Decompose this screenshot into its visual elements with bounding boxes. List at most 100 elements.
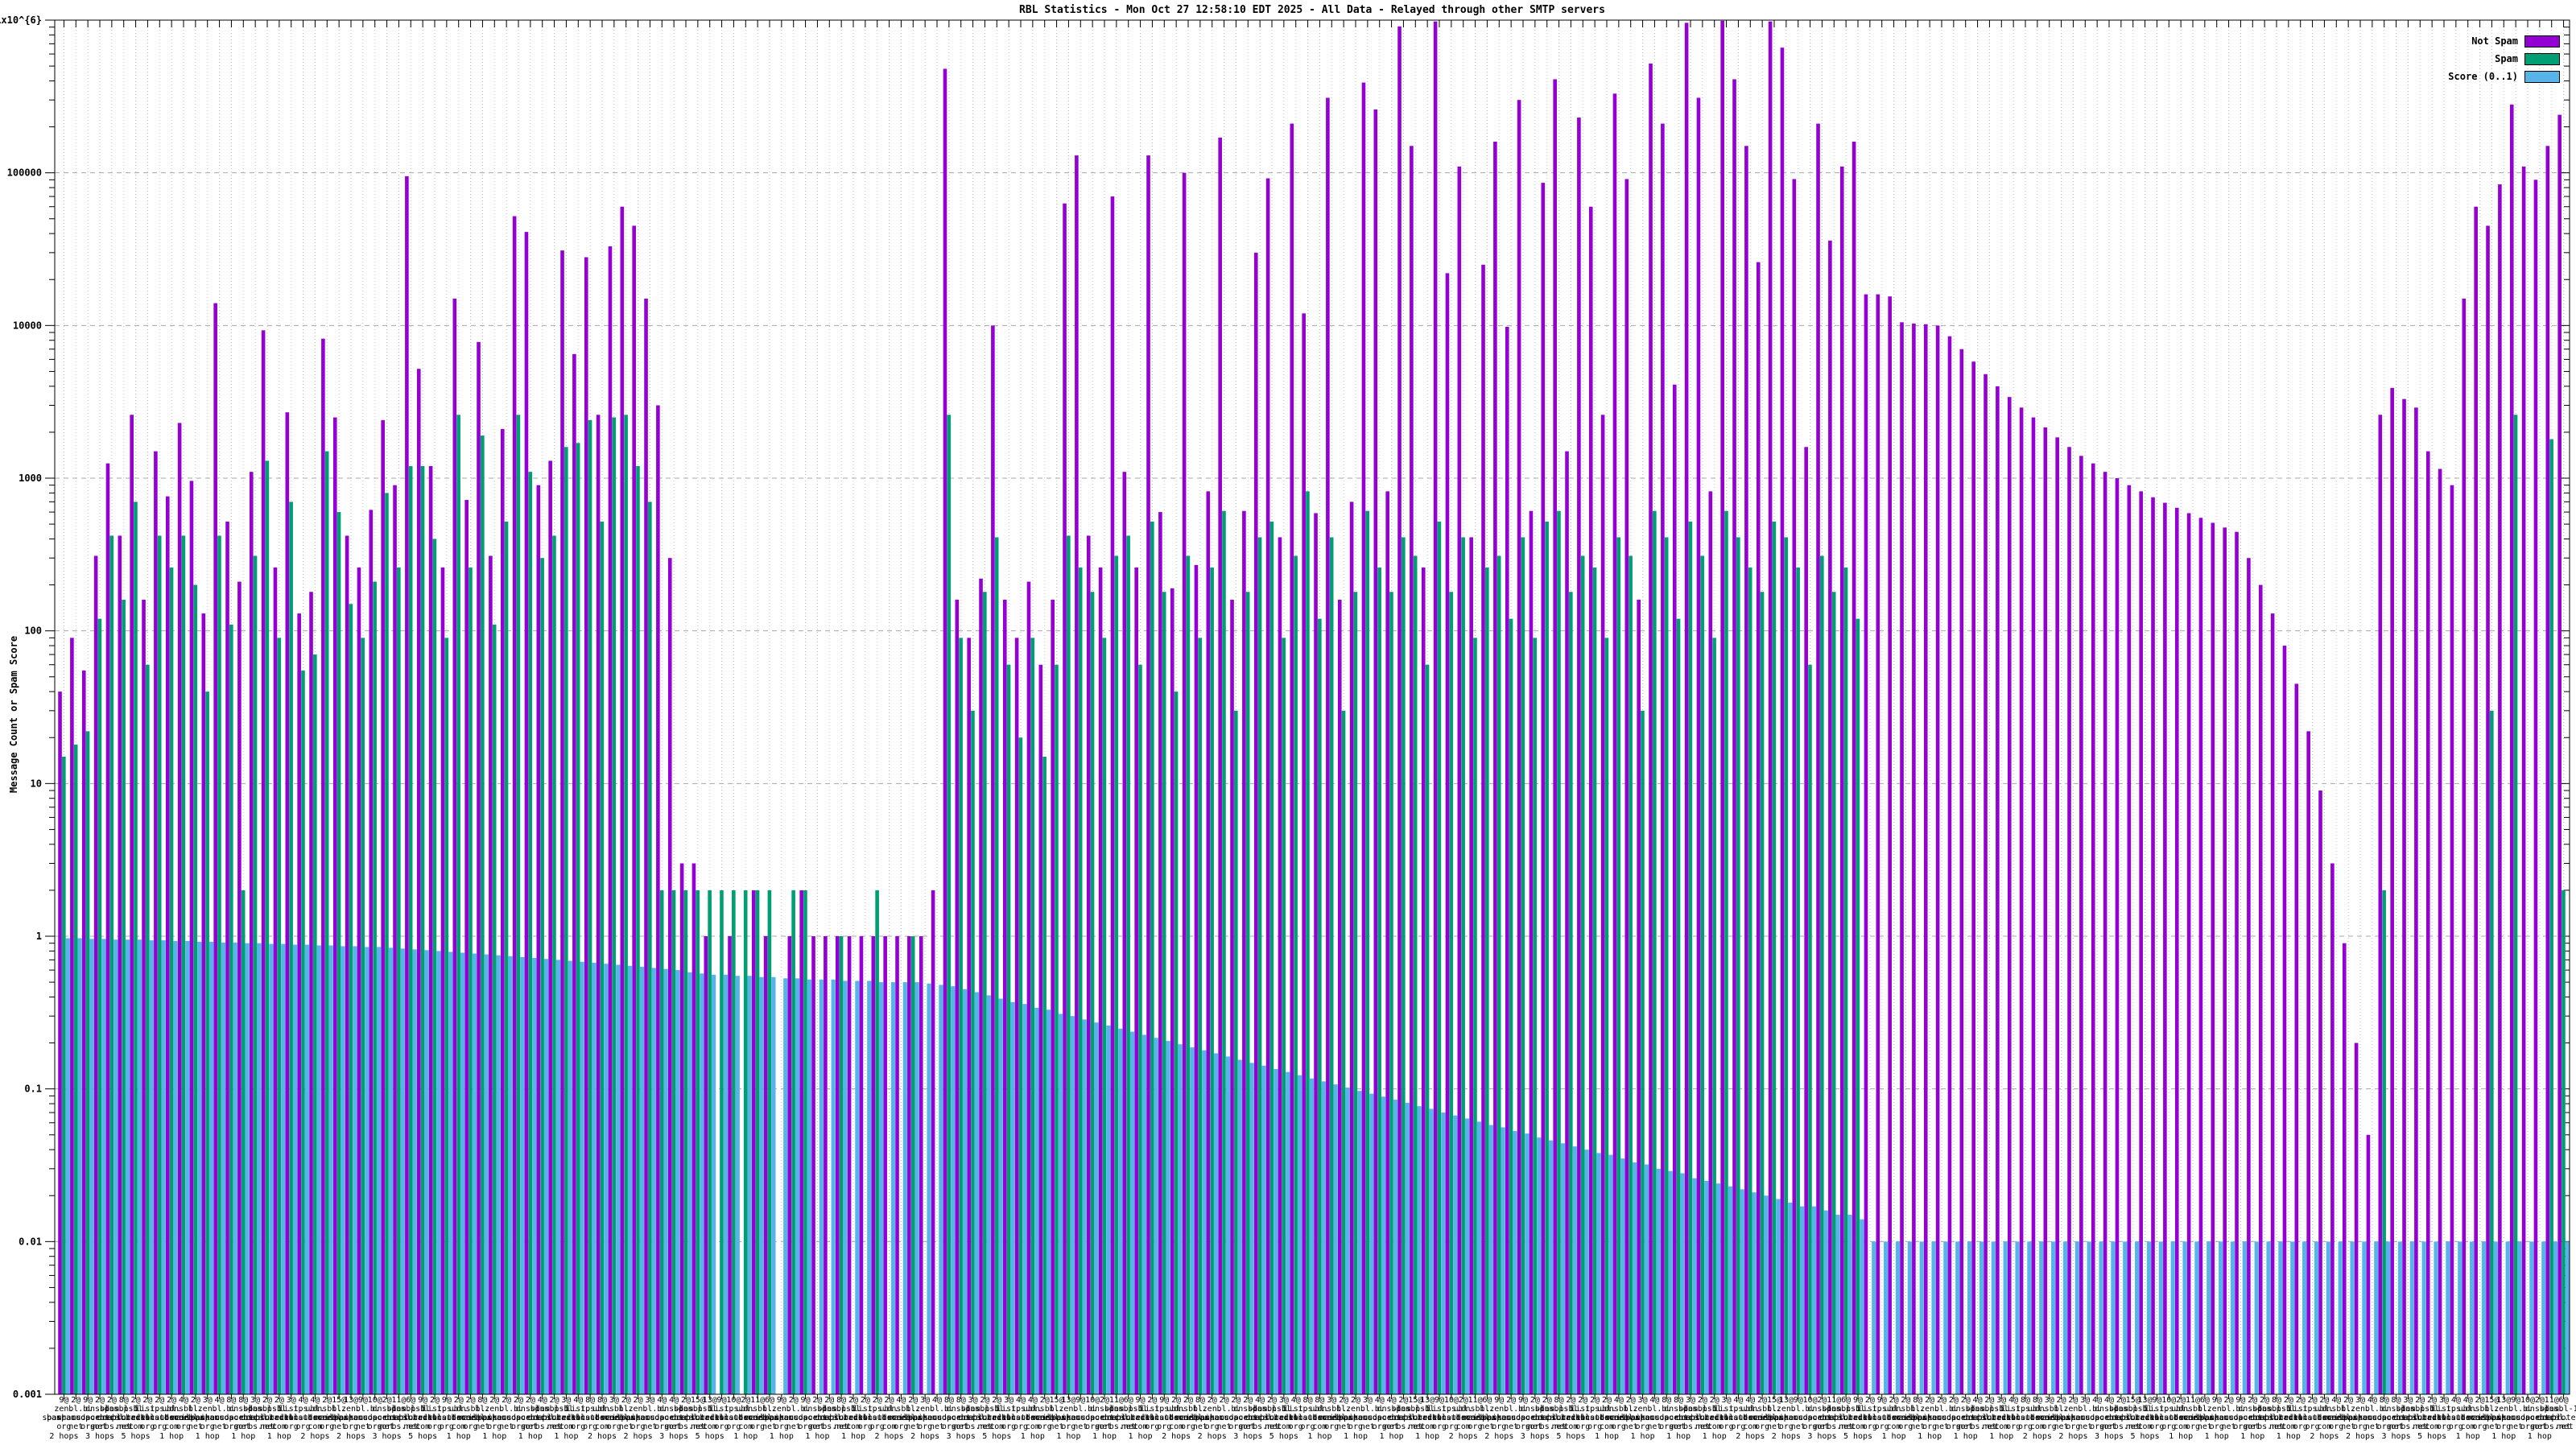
bar-score [2027,1241,2032,1394]
bar-not-spam [560,250,564,1394]
x-tick-label: zen. [2207,1405,2227,1414]
bar-score [1357,1091,1362,1394]
x-tick-label: spam. [1822,1405,1846,1414]
bar-spam [456,415,460,1394]
x-tick-label: bl. [2341,1405,2355,1414]
x-tick-label: dnsbl. [600,1405,629,1414]
x-tick-label: list. [710,1405,734,1414]
x-tick-label: net [2365,1422,2380,1431]
bar-not-spam [1888,296,1892,1394]
x-tick-label: list. [1571,1405,1595,1414]
bar-spam [2513,415,2518,1394]
x-tick-label: ubl. [2458,1405,2478,1414]
x-tick-label: backscatterer. [1992,1414,2059,1422]
x-tick-label: 2@ [262,1396,272,1405]
bar-score [484,954,489,1394]
x-tick-label: sorbs.net [1812,1422,1856,1431]
bar-spam [1496,555,1501,1395]
x-tick-label: com [1563,1422,1578,1431]
x-tick-label: 4@ [538,1396,547,1405]
bar-score [1955,1241,1960,1394]
bar-spam [73,744,78,1394]
x-tick-label: spamhaus. [616,1414,659,1422]
x-tick-label: dnsbl. [229,1405,258,1414]
bar-not-spam [1421,567,1426,1394]
x-tick-label: mailspike. [889,1414,937,1422]
bar-score [914,982,919,1394]
x-tick-label: sorbs. [85,1414,114,1422]
bar-score [2015,1241,2020,1394]
x-tick-label: 1 hop [1307,1432,1331,1441]
x-tick-label: dnsbl-1. [679,1405,717,1414]
bar-not-spam [1302,313,1306,1394]
bar-not-spam [2091,463,2095,1394]
x-tick-label: 2@ [1698,1396,1707,1405]
x-tick-label: spamcop. [774,1414,813,1422]
bar-spam [1760,592,1765,1394]
bar-score [1644,1164,1649,1394]
x-tick-label: 8@ [1662,1396,1671,1405]
x-tick-label: 5 hops [1556,1432,1585,1441]
x-tick-label: 2@ [322,1396,332,1405]
bar-score [1321,1081,1326,1394]
x-tick-label: barracudacentral. [47,1414,129,1422]
x-tick-label: b. [1518,1405,1528,1414]
x-tick-label: 4@ [1745,1396,1755,1405]
x-tick-label: 2@ [1817,1396,1827,1405]
x-tick-label: com [989,1422,1004,1431]
bar-not-spam [237,581,242,1394]
bar-not-spam [2198,518,2203,1394]
x-tick-label: net [1934,1422,1949,1431]
x-tick-label: net [2389,1422,2404,1431]
x-tick-label: net [2413,1422,2427,1431]
x-tick-label: bl. [2508,1405,2523,1414]
x-tick-label: 11@ [2545,1396,2559,1405]
x-tick-label: unsubscore. [1724,1414,1777,1422]
bar-not-spam [1816,123,1820,1395]
bar-score [712,974,716,1394]
bar-spam [1006,664,1011,1394]
x-tick-label: com [1456,1422,1471,1431]
x-tick-label: net [2341,1422,2355,1431]
x-tick-label: 5 hops [2131,1432,2160,1441]
y-tick-label: 100 [24,625,42,637]
bar-spam [432,539,437,1394]
x-tick-label: net [475,1422,489,1431]
x-tick-label: spam. [1678,1405,1703,1414]
x-tick-label: list. [2145,1405,2169,1414]
x-tick-label: net [2557,1422,2571,1431]
x-tick-label: dsbl. [2432,1414,2456,1422]
x-tick-label: 2 hops [1772,1432,1801,1441]
x-tick-label: dnsbl. [1963,1414,1992,1422]
x-tick-label: 10@ [726,1396,741,1405]
bar-spam [1784,537,1789,1394]
bar-score [986,995,991,1394]
x-tick-label: 2@ [489,1396,499,1405]
x-tick-label: 10@ [2161,1396,2176,1405]
x-tick-label: 2@ [1949,1396,1959,1405]
x-tick-label: 2@ [2176,1396,2186,1405]
bar-not-spam [201,613,206,1394]
x-tick-label: 3 hops [373,1432,402,1441]
x-tick-label: org [571,1422,585,1431]
bar-not-spam [93,555,98,1395]
bar-score [353,946,357,1394]
x-tick-label: org [2449,1422,2463,1431]
bar-score [281,943,286,1394]
y-tick-label: 10000 [13,320,42,331]
x-tick-label: org [2042,1422,2057,1431]
bar-score [328,945,333,1394]
bar-score [831,979,836,1394]
x-tick-label: barracudacentral. [1482,1414,1564,1422]
bar-score [2003,1241,2008,1394]
x-tick-label: net [1241,1422,1255,1431]
bar-spam [253,555,258,1395]
bar-not-spam [2354,1042,2359,1394]
x-tick-label: net [499,1422,514,1431]
x-tick-label: 2@ [2068,1396,2078,1405]
x-tick-label: dnsbl. [2238,1405,2267,1414]
bar-spam [1174,691,1179,1394]
x-tick-label: spamhaus. [1046,1414,1090,1422]
x-tick-label: net [642,1422,657,1431]
x-tick-label: unsubscore. [2011,1414,2064,1422]
